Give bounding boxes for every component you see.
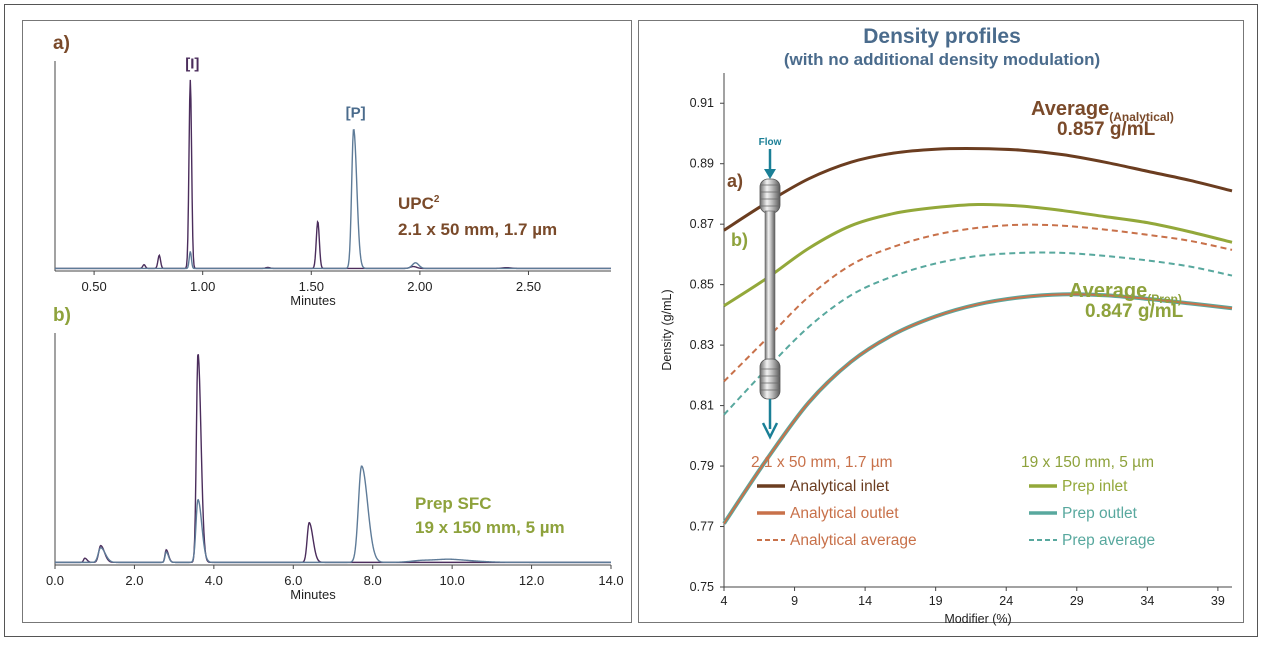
x-tick-label: 2.50 [516,279,541,294]
flow-label: Flow [759,137,782,148]
x-tick-label: 2.00 [407,279,432,294]
x-tick-label: 9 [791,594,798,608]
x-axis-label: Minutes [290,587,336,602]
column-outlet-fitting [759,358,781,400]
avg-analytical-sub: (Analytical) [1109,110,1174,124]
column-inlet-fitting [759,178,781,214]
curve-label-b: b) [731,230,748,250]
x-tick-label: 14.0 [598,573,623,588]
legend-label: Analytical inlet [790,478,890,495]
y-tick-label: 0.79 [690,459,714,473]
x-tick-label: 0.50 [81,279,106,294]
series-analytical-inlet [723,147,1233,232]
density-panel: Density profiles (with no additional dens… [638,20,1244,626]
flow-arrowhead-bottom [761,422,779,440]
x-tick-label: 8.0 [364,573,382,588]
avg-prep-value: 0.847 g/mL [1085,301,1184,322]
legend-label: Prep average [1062,532,1155,549]
x-tick-label: 0.0 [46,573,64,588]
x-tick-label: 34 [1140,594,1154,608]
y-tick-label: 0.83 [690,338,714,352]
legend-label: Prep outlet [1062,505,1138,522]
series-analytical-average [723,223,1233,383]
panel-label: b) [53,305,71,326]
avg-prep-sub: (Prep) [1147,292,1182,306]
legend-col2-header: 19 x 150 mm, 5 µm [1021,454,1154,471]
chromatogram-panel: 0.50 1.00 1.50 2.00 2.50 Minutes a) [I] [P] UPC2 2… [22,20,632,623]
legend-label: Analytical outlet [790,505,899,522]
avg-analytical-value: 0.857 g/mL [1057,119,1156,140]
y-tick-label: 0.77 [690,520,714,534]
y-tick-label: 0.75 [690,580,714,594]
y-tick-label: 0.81 [690,399,714,413]
curve-label-a: a) [727,171,743,191]
legend-label: Analytical average [790,532,917,549]
chrom_b-group: 0.0 2.0 4.0 6.0 8.0 10.0 12.0 14.0 Minutes b) Prep… [46,305,624,602]
legend-label: Prep inlet [1062,478,1128,495]
flow-arrowhead-top [764,169,776,179]
column-body [764,210,776,362]
y-tick-label: 0.85 [690,278,714,292]
y-tick-label: 0.87 [690,217,714,231]
x-tick-label: 10.0 [439,573,464,588]
instrument-label: Prep SFC [415,494,492,513]
x-tick-label: 12.0 [519,573,544,588]
trace-product-trace [55,129,611,270]
x-tick-label: 14 [858,594,872,608]
instrument-label: UPC2 [398,194,440,213]
series-analytical-outlet [723,293,1233,525]
panel-label: a) [53,33,70,54]
column-graphic [759,149,781,440]
x-tick-label: 4 [721,594,728,608]
x-tick-label: 24 [999,594,1013,608]
x-tick-label: 19 [929,594,943,608]
y-tick-label: 0.89 [690,157,714,171]
column-dimensions-label: 19 x 150 mm, 5 µm [415,518,565,537]
chart-title: Density profiles [863,25,1021,48]
chart-subtitle: (with no additional density modulation) [784,50,1100,69]
chromatograms-svg: 0.50 1.00 1.50 2.00 2.50Minutesa)[I][P]UPC22… [46,33,624,602]
x-tick-label: 1.00 [190,279,215,294]
density-chart-svg: Density profiles (with no additional dens… [660,25,1233,626]
x-tick-label: 2.0 [125,573,143,588]
series-prep-average [723,251,1233,416]
x-tick-label: 4.0 [205,573,223,588]
x-tick-label: 1.50 [299,279,324,294]
peak-label: [I] [185,55,199,72]
legend-col1-header: 2.1 x 50 mm, 1.7 µm [751,454,893,471]
y-tick-label: 0.91 [690,96,714,110]
x-axis-label: Modifier (%) [944,612,1011,626]
chrom_a-group: 0.50 1.00 1.50 2.00 2.50Minutesa)[I][P]UPC22… [53,33,611,308]
peak-label: [P] [346,104,366,121]
x-tick-label: 39 [1211,594,1225,608]
y-axis-label: Density (g/mL) [660,289,674,370]
x-axis-label: Minutes [290,293,336,308]
column-dimensions-label: 2.1 x 50 mm, 1.7 µm [398,220,557,239]
x-tick-label: 6.0 [284,573,302,588]
trace-product-trace [55,465,611,564]
x-tick-label: 29 [1070,594,1084,608]
series-prep-inlet [723,202,1233,308]
trace-impurity-trace [55,79,611,270]
instrument-label-sup: 2 [434,194,440,205]
